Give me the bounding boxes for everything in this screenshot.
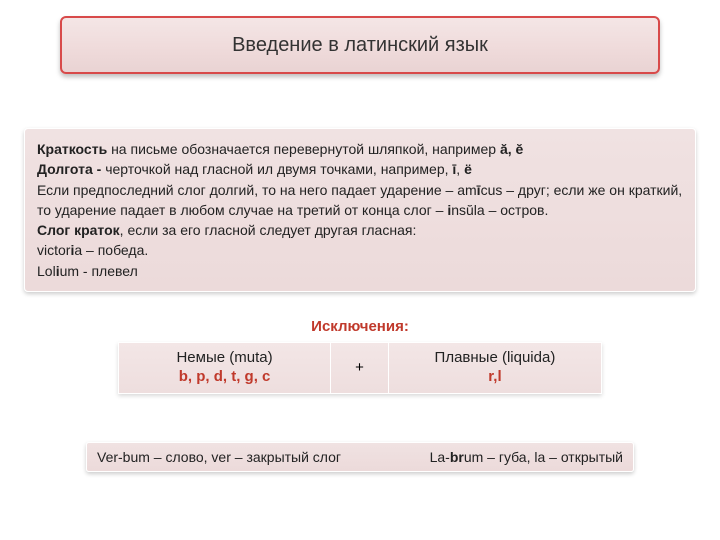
main-line-3: Если предпоследний слог долгий, то на не… bbox=[37, 180, 683, 221]
text: um – губа, la – открытый bbox=[464, 449, 623, 465]
muta-letters: b, p, d, t, g, c bbox=[123, 368, 326, 385]
muta-title: Немые (muta) bbox=[123, 349, 326, 366]
text: Lol bbox=[37, 263, 56, 279]
liquida-title: Плавные (liquida) bbox=[393, 349, 597, 366]
example-labrum: La-brum – губа, la – открытый bbox=[430, 449, 623, 465]
examples-panel: Ver-bum – слово, ver – закрытый слог La-… bbox=[86, 442, 634, 472]
slog-kratk-label: Слог краток bbox=[37, 222, 120, 238]
main-line-6: Lolium - плевел bbox=[37, 261, 683, 281]
kratkost-label: Краткость bbox=[37, 141, 107, 157]
table-cell-liquida: Плавные (liquida) r,l bbox=[389, 343, 601, 393]
text: victor bbox=[37, 242, 70, 258]
text: a – победа. bbox=[74, 242, 148, 258]
text: , bbox=[456, 161, 464, 177]
plus-sign: + bbox=[355, 359, 364, 376]
exceptions-heading: Исключения: bbox=[0, 318, 720, 335]
text: um - плевел bbox=[60, 263, 138, 279]
table-cell-muta: Немые (muta) b, p, d, t, g, c bbox=[119, 343, 331, 393]
text: La- bbox=[430, 449, 450, 465]
text: Если предпоследний слог долгий, то на не… bbox=[37, 182, 477, 198]
text: на письме обозначается перевернутой шляп… bbox=[107, 141, 500, 157]
main-line-5: victoria – победа. bbox=[37, 240, 683, 260]
table-cell-plus: + bbox=[331, 343, 389, 393]
page-title: Введение в латинский язык bbox=[232, 34, 488, 57]
liquida-letters: r,l bbox=[393, 368, 597, 385]
main-line-4: Слог краток, если за его гласной следует… bbox=[37, 220, 683, 240]
example-e: ё bbox=[464, 161, 472, 177]
main-line-2: Долгота - черточкой над гласной ил двумя… bbox=[37, 159, 683, 179]
main-content-panel: Краткость на письме обозначается перевер… bbox=[24, 128, 696, 292]
example-ae: ă, ĕ bbox=[500, 141, 523, 157]
example-verbum: Ver-bum – слово, ver – закрытый слог bbox=[97, 449, 341, 465]
title-panel: Введение в латинский язык bbox=[60, 16, 660, 74]
main-line-1: Краткость на письме обозначается перевер… bbox=[37, 139, 683, 159]
dolgota-label: Долгота - bbox=[37, 161, 105, 177]
text: , если за его гласной следует другая гла… bbox=[120, 222, 417, 238]
text: черточкой над гласной ил двумя точками, … bbox=[105, 161, 452, 177]
text: nsŭla – остров. bbox=[451, 202, 548, 218]
bold-br: br bbox=[450, 449, 464, 465]
exceptions-table: Немые (muta) b, p, d, t, g, c + Плавные … bbox=[118, 342, 602, 394]
